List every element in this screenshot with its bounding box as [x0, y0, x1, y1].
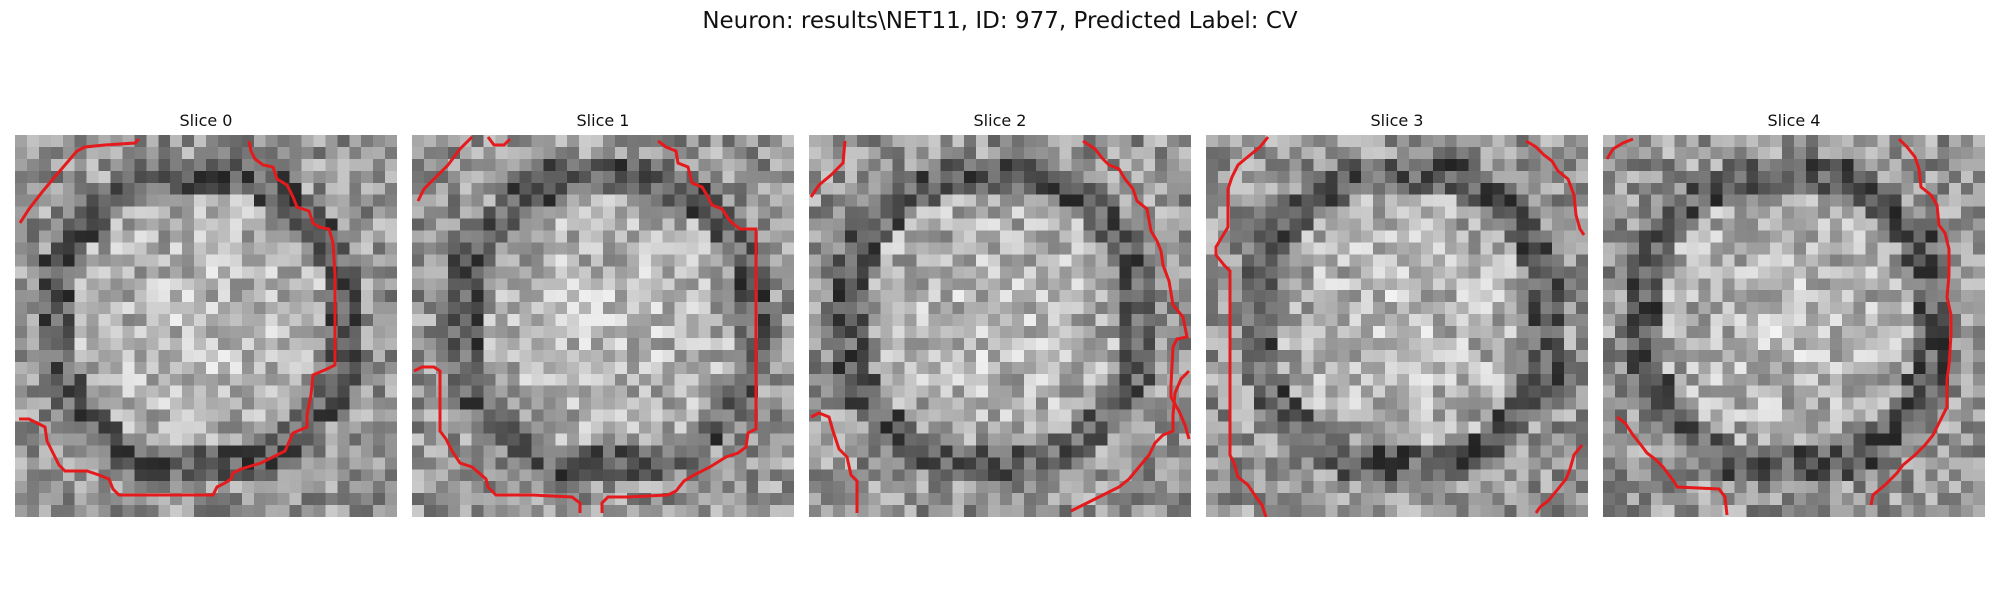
slice-pixels-1	[412, 135, 794, 517]
slice-pixels-0	[15, 135, 397, 517]
contour-line	[1214, 136, 1270, 517]
slice-panel-1: Slice 1	[412, 110, 794, 517]
slice-pixels-3	[1206, 135, 1588, 517]
slice-image-4	[1603, 135, 1985, 517]
slice-image-3	[1206, 135, 1588, 517]
slice-panel-0: Slice 0	[15, 110, 397, 517]
contour-line	[809, 140, 847, 198]
contour-overlay-4	[1605, 137, 1953, 516]
contour-line	[1616, 415, 1729, 516]
contour-overlay-1	[413, 135, 758, 513]
slice-title-4: Slice 4	[1767, 111, 1821, 130]
contour-overlay-0	[18, 137, 337, 497]
contour-line	[810, 411, 859, 513]
slice-pixels-4	[1603, 135, 1985, 517]
contour-line	[1082, 139, 1191, 440]
contour-line	[416, 135, 474, 202]
slice-image-1	[412, 135, 794, 517]
contour-overlay-2	[809, 139, 1191, 513]
contour-line	[1605, 137, 1634, 160]
slice-panel-4: Slice 4	[1603, 110, 1985, 517]
slice-title-0: Slice 0	[179, 111, 233, 130]
contour-line	[600, 139, 758, 513]
contour-line	[1869, 137, 1953, 506]
slice-title-2: Slice 2	[973, 111, 1027, 130]
contour-line	[18, 137, 141, 224]
contour-line	[1525, 139, 1586, 236]
slice-image-0	[15, 135, 397, 517]
slice-panel-2: Slice 2	[809, 110, 1191, 517]
slice-pixels-2	[809, 135, 1191, 517]
slice-title-3: Slice 3	[1370, 111, 1424, 130]
contour-line	[1534, 444, 1584, 514]
figure-title: Neuron: results\NET11, ID: 977, Predicte…	[702, 8, 1298, 34]
slice-title-1: Slice 1	[576, 111, 630, 130]
contour-overlay-3	[1214, 136, 1586, 517]
slice-panel-3: Slice 3	[1206, 110, 1588, 517]
contour-line	[486, 136, 512, 147]
contour-line	[1070, 369, 1191, 513]
contour-line	[413, 365, 582, 513]
slice-image-2	[809, 135, 1191, 517]
contour-line	[19, 140, 337, 497]
